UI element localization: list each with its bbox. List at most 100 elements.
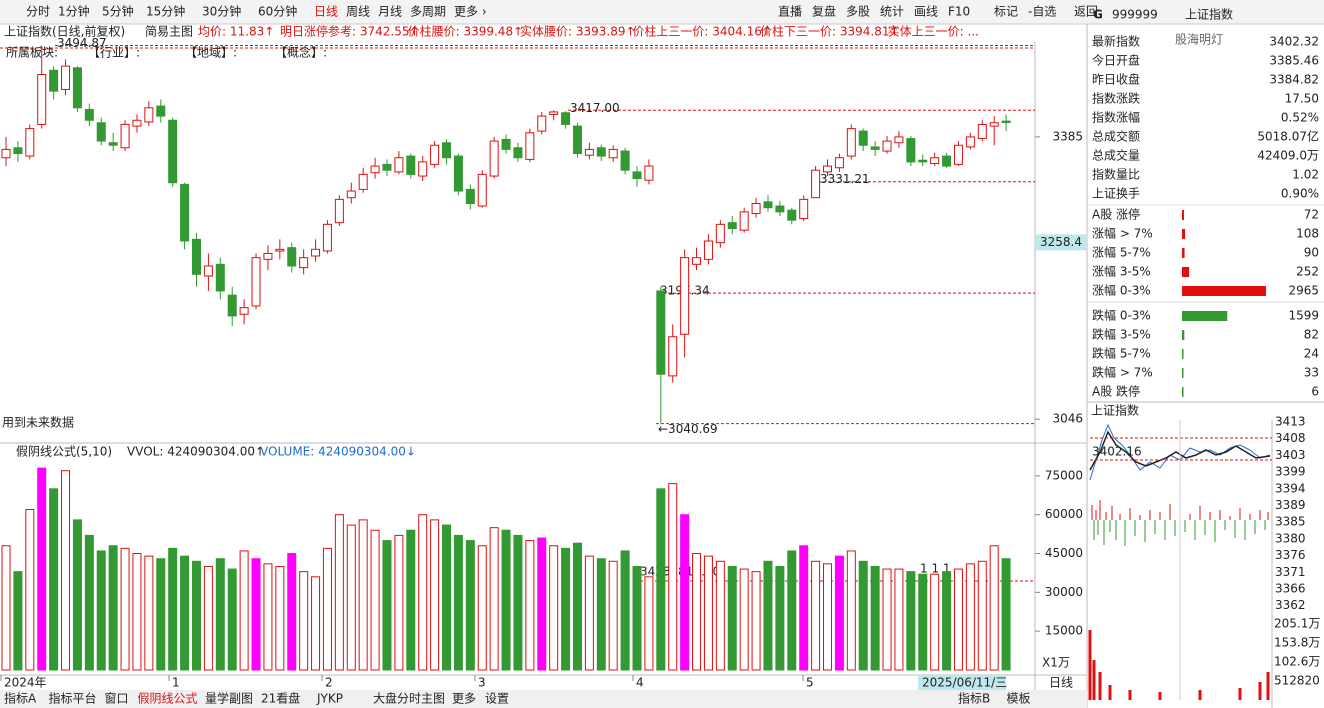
tab[interactable]: 模板 bbox=[1007, 692, 1031, 706]
volume-bar bbox=[239, 550, 249, 671]
period-label: 日线 bbox=[1049, 676, 1073, 690]
info-item: 明日涨停参考: 3742.55↑ bbox=[280, 24, 420, 39]
candle-body bbox=[584, 148, 594, 156]
date-label: 2025/06/11/三 bbox=[922, 676, 1007, 690]
volume-bar bbox=[977, 560, 987, 671]
candle-body bbox=[334, 198, 344, 224]
toolbar-button[interactable]: 直播 bbox=[778, 5, 802, 19]
candle-body bbox=[25, 128, 35, 157]
quote-prefix: G bbox=[1093, 8, 1103, 22]
toolbar-button[interactable]: 周线 bbox=[346, 5, 370, 19]
tab[interactable]: 更多 bbox=[452, 692, 476, 706]
breadth-value: 33 bbox=[1304, 366, 1319, 380]
toolbar-button[interactable]: 30分钟 bbox=[202, 4, 241, 19]
stat-value: 3384.82 bbox=[1269, 73, 1319, 87]
info-item: 实体腰价: 3393.89↑ bbox=[520, 24, 636, 39]
toolbar-button[interactable]: -自选 bbox=[1028, 5, 1056, 19]
tab[interactable]: 窗口 bbox=[105, 692, 129, 706]
toolbar-button[interactable]: 分时 bbox=[26, 5, 50, 19]
toolbar bbox=[0, 0, 1324, 24]
volume-bar bbox=[13, 571, 23, 671]
tab[interactable]: 指标平台 bbox=[49, 691, 97, 706]
candle-body bbox=[846, 128, 856, 157]
toolbar-button[interactable]: 更多 › bbox=[454, 5, 487, 19]
toolbar-button[interactable]: 标记 bbox=[994, 5, 1018, 19]
mini-tick: 3394 bbox=[1275, 481, 1306, 495]
toolbar-button[interactable]: 多股 bbox=[846, 5, 870, 19]
candle-body bbox=[703, 240, 713, 260]
volume-bar bbox=[727, 565, 737, 671]
toolbar-button[interactable]: 复盘 bbox=[812, 4, 836, 19]
volume-bar bbox=[834, 555, 844, 671]
volume-bar bbox=[84, 534, 94, 671]
mini-label: 3402.16 bbox=[1092, 445, 1142, 459]
tab[interactable]: 设置 bbox=[485, 692, 509, 706]
candle-body bbox=[191, 238, 201, 275]
volume-bar bbox=[549, 545, 559, 671]
date-label: 5 bbox=[806, 676, 814, 690]
stat-value: 42409.0万 bbox=[1257, 149, 1319, 163]
volume-bar bbox=[72, 519, 82, 671]
volume-bar bbox=[370, 529, 380, 671]
y-tick-label: 75000 bbox=[1045, 468, 1083, 482]
volume-bar bbox=[1, 545, 11, 671]
candle-body bbox=[442, 142, 452, 159]
cursor-label: 3258.4 bbox=[1040, 235, 1082, 249]
price-annotation: 3331.21 bbox=[820, 172, 870, 186]
candle-body bbox=[561, 112, 571, 125]
candle-body bbox=[299, 257, 309, 269]
tab[interactable]: 指标A bbox=[4, 691, 37, 706]
toolbar-button[interactable]: 15分钟 bbox=[146, 4, 185, 19]
mini-tick: 3389 bbox=[1275, 498, 1306, 512]
candle-body bbox=[656, 290, 666, 375]
mini-tick: 3376 bbox=[1275, 548, 1306, 562]
volume-bar bbox=[799, 545, 809, 671]
candle-body bbox=[346, 190, 356, 199]
candle-body bbox=[84, 108, 94, 121]
toolbar-button[interactable]: 5分钟 bbox=[102, 4, 134, 19]
breadth-label: 涨幅 0-3% bbox=[1092, 283, 1151, 298]
breadth-bar bbox=[1182, 267, 1190, 277]
tab-bar bbox=[0, 690, 1087, 708]
toolbar-button[interactable]: 画线 bbox=[914, 5, 938, 19]
tab[interactable]: 量学副图 bbox=[205, 691, 253, 706]
volume-header: VOLUME: 424090304.00↓ bbox=[260, 445, 416, 459]
volume-bar bbox=[989, 545, 999, 671]
candle-body bbox=[811, 169, 821, 199]
candle-body bbox=[525, 132, 535, 160]
volume-bar bbox=[644, 576, 654, 671]
tab[interactable]: JYKP bbox=[316, 692, 343, 706]
tab[interactable]: 假阴线公式 bbox=[138, 692, 198, 706]
candle-body bbox=[275, 248, 285, 252]
toolbar-button[interactable]: 日线 bbox=[314, 5, 338, 19]
volume-bar bbox=[632, 565, 642, 671]
tab[interactable]: 21看盘 bbox=[261, 691, 300, 706]
candle-body bbox=[953, 144, 963, 165]
candle-body bbox=[549, 111, 559, 115]
candle-body bbox=[501, 138, 511, 150]
toolbar-button[interactable]: 多周期 bbox=[410, 5, 446, 19]
breadth-label: 跌幅 > 7% bbox=[1092, 365, 1153, 380]
toolbar-button[interactable]: 月线 bbox=[378, 5, 402, 19]
candle-body bbox=[144, 107, 154, 123]
tab[interactable]: 指标B bbox=[958, 691, 990, 706]
mini-tick: 3362 bbox=[1275, 598, 1306, 612]
date-label: 3 bbox=[478, 676, 486, 690]
toolbar-button[interactable]: 返回 bbox=[1074, 5, 1098, 19]
toolbar-button[interactable]: 60分钟 bbox=[258, 4, 297, 19]
volume-bar bbox=[406, 529, 416, 671]
candle-body bbox=[692, 257, 702, 265]
toolbar-button[interactable]: F10 bbox=[948, 5, 970, 19]
tab[interactable]: 大盘分时主图 bbox=[373, 691, 445, 706]
candle-body bbox=[477, 173, 487, 207]
candle-body bbox=[311, 248, 321, 257]
stat-value: 17.50 bbox=[1285, 92, 1319, 106]
volume-bar bbox=[358, 519, 368, 671]
candle-body bbox=[13, 147, 23, 155]
toolbar-button[interactable]: 1分钟 bbox=[58, 4, 90, 19]
volume-bar bbox=[572, 542, 582, 671]
mini-tick: 3413 bbox=[1275, 415, 1306, 429]
volume-bar bbox=[180, 555, 190, 671]
toolbar-button[interactable]: 统计 bbox=[880, 5, 904, 19]
candle-body bbox=[942, 155, 952, 167]
